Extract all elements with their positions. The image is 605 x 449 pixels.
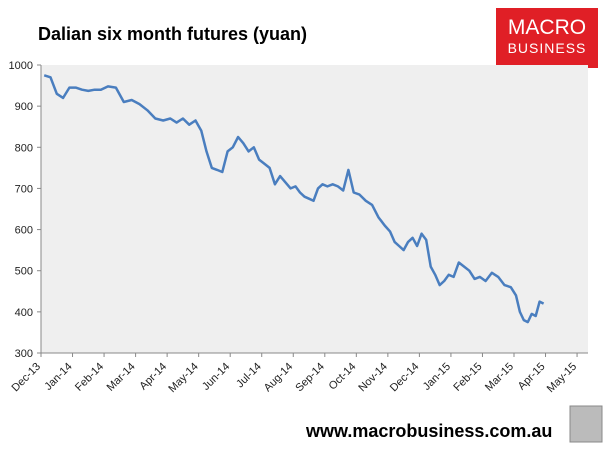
x-tick-label: Apr-15: [516, 361, 548, 393]
data-line: [43, 74, 545, 324]
logo-image: [569, 405, 603, 443]
x-tick-label: Jan-15: [421, 361, 453, 393]
x-tick-label: May-15: [545, 361, 579, 395]
y-tick-label: 1000: [9, 60, 33, 72]
y-tick-label: 400: [15, 307, 33, 319]
x-tick-label: Apr-14: [137, 361, 169, 393]
x-tick-label: May-14: [166, 361, 200, 395]
x-tick-label: Jul-14: [234, 361, 264, 391]
y-tick-label: 500: [15, 266, 33, 278]
x-tick-label: Aug-14: [262, 361, 296, 395]
logo-box: [496, 8, 598, 68]
logo-top: MACRO: [508, 16, 586, 39]
x-tick-label: Dec-13: [10, 361, 44, 395]
y-tick-label: 800: [15, 142, 33, 154]
y-tick-label: 600: [15, 225, 33, 237]
x-tick-label: Sep-14: [293, 361, 327, 395]
x-tick-label: Dec-14: [388, 361, 422, 395]
x-tick-label: Oct-14: [327, 361, 359, 393]
x-tick-label: Jun-14: [200, 361, 232, 393]
x-tick-label: Feb-15: [451, 361, 484, 394]
x-tick-label: Nov-14: [356, 361, 390, 395]
x-tick-label: Feb-14: [73, 361, 106, 394]
y-tick-label: 900: [15, 101, 33, 113]
footer-url: www.macrobusiness.com.au: [305, 421, 552, 441]
x-tick-label: Jan-14: [42, 361, 74, 393]
y-tick-label: 700: [15, 183, 33, 195]
y-tick-label: 300: [15, 348, 33, 360]
logo-bottom: BUSINESS: [508, 40, 587, 56]
x-tick-label: Mar-15: [483, 361, 516, 394]
chart-title: Dalian six month futures (yuan): [38, 24, 307, 44]
plot-area: [41, 65, 588, 353]
x-tick-label: Mar-14: [105, 361, 138, 394]
